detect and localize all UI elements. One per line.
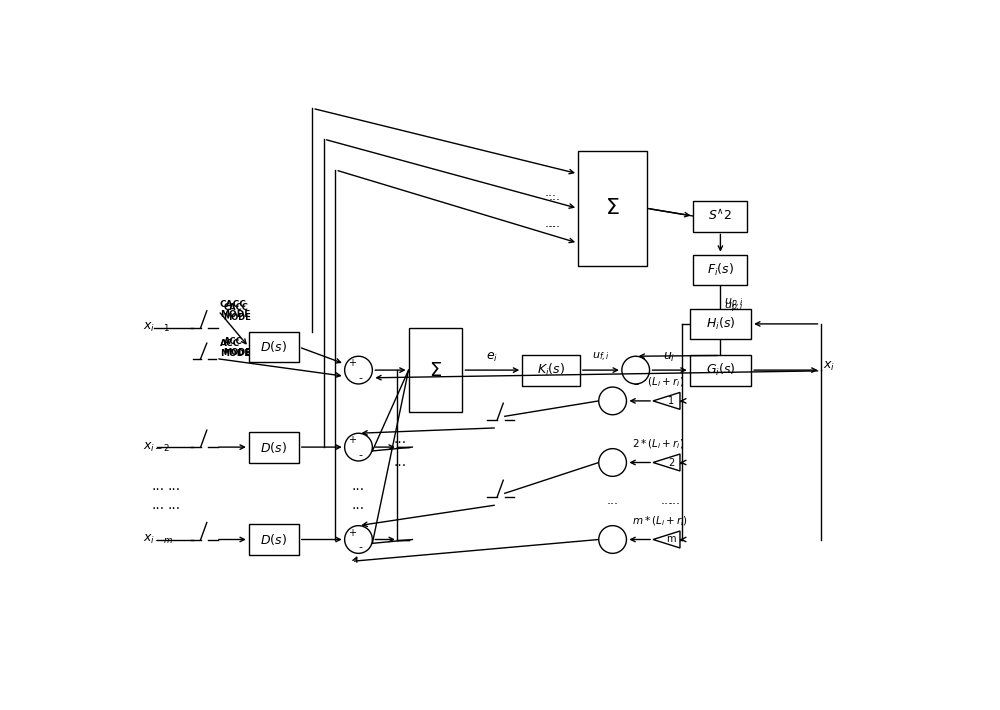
Text: ...: ... — [545, 217, 557, 230]
Text: $D(s)$: $D(s)$ — [260, 532, 287, 547]
Text: +: + — [348, 435, 356, 445]
Bar — [249, 432, 299, 462]
Text: $\Sigma$: $\Sigma$ — [605, 198, 620, 219]
Text: $F_i(s)$: $F_i(s)$ — [707, 262, 734, 278]
Text: ...: ... — [167, 479, 180, 493]
Text: ...: ... — [545, 187, 557, 200]
Text: m: m — [666, 535, 676, 545]
Bar — [690, 309, 751, 339]
Text: -: - — [359, 542, 363, 552]
Text: MODE: MODE — [220, 349, 250, 358]
Polygon shape — [653, 393, 680, 410]
Text: $D(s)$: $D(s)$ — [260, 339, 287, 354]
Text: MODE: MODE — [220, 310, 250, 320]
Text: 1: 1 — [668, 396, 674, 406]
Text: 2: 2 — [668, 457, 674, 467]
Text: $u_i$: $u_i$ — [663, 351, 676, 364]
Text: ...: ... — [668, 494, 680, 508]
Polygon shape — [653, 531, 680, 548]
Text: $u_{f,i}$: $u_{f,i}$ — [592, 351, 610, 364]
Text: $H_i(s)$: $H_i(s)$ — [706, 316, 735, 332]
Text: $x_i$: $x_i$ — [823, 360, 835, 373]
Circle shape — [599, 387, 626, 415]
Text: -: - — [359, 373, 363, 383]
Bar — [409, 328, 462, 413]
Circle shape — [345, 433, 372, 461]
Bar — [578, 151, 647, 266]
Text: $m*(L_i+r_i)$: $m*(L_i+r_i)$ — [632, 514, 688, 528]
Text: ...: ... — [152, 498, 165, 512]
Text: ...: ... — [607, 494, 619, 508]
Text: ...: ... — [152, 479, 165, 493]
Text: $x_{i-1}$: $x_{i-1}$ — [143, 321, 171, 334]
Text: ...: ... — [167, 498, 180, 512]
Text: $e_i$: $e_i$ — [486, 351, 498, 364]
Circle shape — [622, 356, 650, 384]
Polygon shape — [653, 454, 680, 471]
Text: ACC: ACC — [220, 339, 240, 348]
Text: $S^{\wedge}2$: $S^{\wedge}2$ — [708, 209, 732, 224]
Text: ...: ... — [352, 498, 365, 512]
Text: $x_{i-m}$: $x_{i-m}$ — [143, 533, 174, 546]
Text: ...: ... — [660, 494, 672, 508]
Text: $u_{p,i}$: $u_{p,i}$ — [724, 301, 744, 315]
Bar — [693, 255, 747, 285]
Text: $1*(L_i+r_i)$: $1*(L_i+r_i)$ — [632, 376, 684, 389]
Text: ...: ... — [393, 456, 406, 469]
Text: -: - — [359, 450, 363, 460]
Text: $\Sigma$: $\Sigma$ — [429, 361, 442, 380]
Bar — [249, 332, 299, 362]
Circle shape — [345, 356, 372, 384]
Circle shape — [599, 525, 626, 553]
Circle shape — [345, 525, 372, 553]
Text: $x_{i-2}$: $x_{i-2}$ — [143, 440, 170, 454]
Text: +: + — [348, 528, 356, 537]
Text: ACC
MODE: ACC MODE — [224, 337, 252, 356]
Text: ...: ... — [549, 190, 561, 203]
Circle shape — [599, 449, 626, 476]
Bar — [522, 355, 580, 386]
Text: +: + — [348, 358, 356, 368]
Text: $K_i(s)$: $K_i(s)$ — [537, 362, 565, 378]
Text: $G_i(s)$: $G_i(s)$ — [706, 362, 735, 378]
Text: CACC
MODE: CACC MODE — [224, 302, 252, 322]
Bar — [693, 201, 747, 231]
Text: $D(s)$: $D(s)$ — [260, 439, 287, 454]
Text: $2*(L_i+r_i)$: $2*(L_i+r_i)$ — [632, 437, 684, 451]
Text: $u_{p,i}$: $u_{p,i}$ — [724, 297, 744, 312]
Text: ...: ... — [393, 432, 406, 447]
Bar — [249, 524, 299, 555]
Text: ...: ... — [352, 479, 365, 493]
Text: ...: ... — [549, 217, 561, 230]
Bar — [690, 355, 751, 386]
Text: CACC: CACC — [220, 300, 247, 309]
